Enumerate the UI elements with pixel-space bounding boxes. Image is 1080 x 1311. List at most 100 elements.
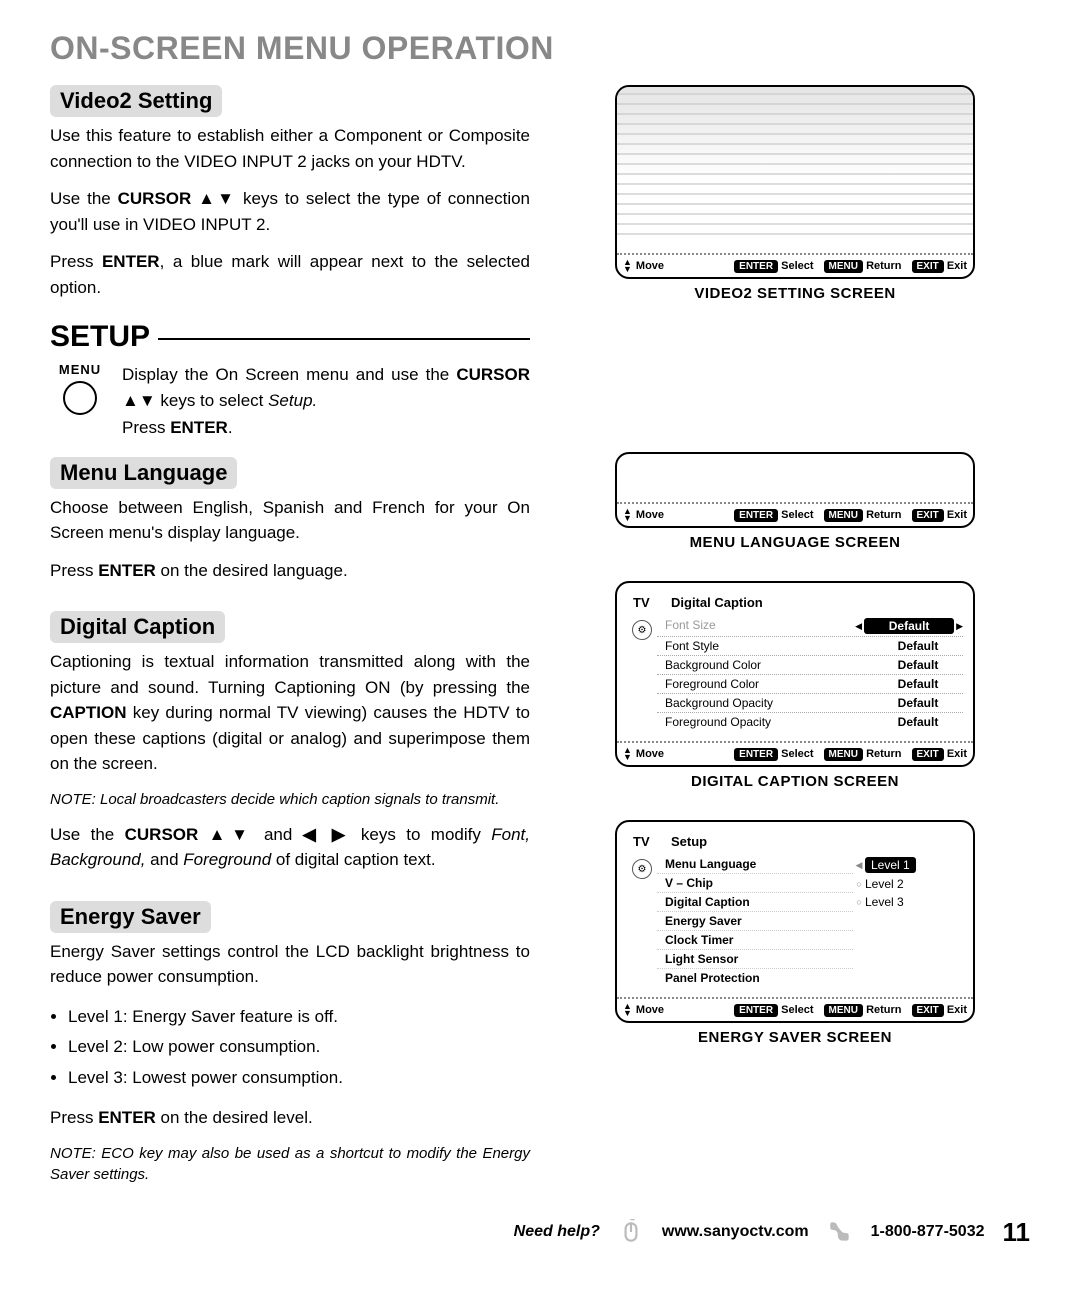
- text: keys to modify: [351, 825, 492, 844]
- enter-key: ENTER: [734, 1004, 778, 1017]
- dc-heading: Digital Caption: [50, 611, 225, 643]
- arrow-left-icon: ◀: [855, 621, 862, 632]
- es-option-label: Level 2: [865, 877, 904, 891]
- footer-phone: 1-800-877-5032: [871, 1223, 985, 1241]
- text-bold: ◀ ▶: [303, 825, 351, 844]
- setup-heading: SETUP: [50, 320, 530, 354]
- menu-key: MENU: [824, 509, 863, 522]
- move-label: Move: [636, 748, 664, 760]
- page-number: 11: [1003, 1217, 1031, 1248]
- es-b2: Level 2: Low power consumption.: [68, 1032, 530, 1063]
- video2-screen: ▲▼ Move ENTER Select MENU Return EXIT Ex…: [560, 85, 1030, 302]
- footer: Need help? www.sanyoctv.com 1-800-877-50…: [50, 1217, 1030, 1248]
- arrow-right-icon: ▶: [956, 621, 963, 632]
- select-label: Select: [781, 1004, 813, 1016]
- menulang-p2: Press ENTER on the desired language.: [50, 558, 530, 584]
- es-menu-item: Energy Saver: [657, 912, 853, 931]
- text-bold: CURSOR ▲▼: [118, 189, 237, 208]
- text: Use the: [50, 189, 118, 208]
- video2-caption: VIDEO2 SETTING SCREEN: [560, 285, 1030, 302]
- text: Display the On Screen menu and use the: [122, 365, 456, 384]
- text-bold: ENTER: [98, 1108, 156, 1127]
- return-label: Return: [866, 748, 901, 760]
- settings-icon: ⚙: [632, 620, 652, 640]
- exit-label: Exit: [947, 509, 967, 521]
- es-p1: Energy Saver settings control the LCD ba…: [50, 939, 530, 990]
- es-b1: Level 1: Energy Saver feature is off.: [68, 1002, 530, 1033]
- dc-p1: Captioning is textual information transm…: [50, 649, 530, 777]
- setup-heading-text: SETUP: [50, 320, 150, 354]
- footer-url: www.sanyoctv.com: [662, 1223, 809, 1241]
- page-title: ON-SCREEN MENU OPERATION: [50, 30, 1030, 67]
- es-menu-item: Panel Protection: [657, 969, 853, 987]
- bullet-icon: ◀: [853, 860, 865, 871]
- es-screen: TV Setup ⚙ Menu LanguageV – ChipDigital …: [560, 820, 1030, 1046]
- dc-row-label: Foreground Opacity: [657, 715, 873, 729]
- dc-row-value: Default: [864, 618, 954, 634]
- es-caption: ENERGY SAVER SCREEN: [560, 1029, 1030, 1046]
- text: .: [228, 418, 233, 437]
- move-label: Move: [636, 509, 664, 521]
- enter-key: ENTER: [734, 509, 778, 522]
- return-label: Return: [866, 260, 901, 272]
- setup-p2: Press ENTER.: [122, 415, 530, 441]
- dc-row: Background ColorDefault: [657, 656, 963, 675]
- dc-row-value: Default: [873, 696, 963, 710]
- text-bold: CAPTION: [50, 703, 127, 722]
- text-italic: Foreground: [183, 850, 271, 869]
- dc-row-label: Background Opacity: [657, 696, 873, 710]
- menulang-screen: ▲▼ Move ENTER Select MENU Return EXIT Ex…: [560, 452, 1030, 551]
- circle-icon: [63, 381, 97, 415]
- text: Press: [50, 1108, 98, 1127]
- text: and: [254, 825, 303, 844]
- text: Use the: [50, 825, 125, 844]
- dc-row: Background OpacityDefault: [657, 694, 963, 713]
- es-menu-item: V – Chip: [657, 874, 853, 893]
- text: and: [145, 850, 183, 869]
- return-label: Return: [866, 509, 901, 521]
- dc-row: Font Size◀Default▶: [657, 616, 963, 637]
- dc-row-value: Default: [873, 639, 963, 653]
- text: of digital caption text.: [271, 850, 435, 869]
- video2-heading: Video2 Setting: [50, 85, 222, 117]
- dc-row-label: Background Color: [657, 658, 873, 672]
- exit-key: EXIT: [912, 509, 944, 522]
- menulang-caption: MENU LANGUAGE SCREEN: [560, 534, 1030, 551]
- helpbar: ▲▼ Move ENTER Select MENU Return EXIT Ex…: [617, 997, 973, 1021]
- helpbar: ▲▼ Move ENTER Select MENU Return EXIT Ex…: [617, 253, 973, 277]
- dc-title: Digital Caption: [671, 595, 763, 610]
- text-bold: CURSOR ▲▼: [125, 825, 254, 844]
- es-option-label: Level 1: [865, 857, 916, 873]
- exit-label: Exit: [947, 1004, 967, 1016]
- es-option: ◀Level 1: [853, 855, 963, 875]
- settings-icon: ⚙: [632, 859, 652, 879]
- exit-key: EXIT: [912, 260, 944, 273]
- exit-label: Exit: [947, 260, 967, 272]
- exit-key: EXIT: [912, 748, 944, 761]
- es-bullets: Level 1: Energy Saver feature is off. Le…: [68, 1002, 530, 1094]
- blurred-preview-image: [615, 85, 975, 243]
- es-heading: Energy Saver: [50, 901, 211, 933]
- dc-p2: Use the CURSOR ▲▼ and ◀ ▶ keys to modify…: [50, 822, 530, 873]
- move-label: Move: [636, 260, 664, 272]
- es-menu-item: Light Sensor: [657, 950, 853, 969]
- dc-row-value: Default: [873, 658, 963, 672]
- dc-row-value: Default: [873, 677, 963, 691]
- select-label: Select: [781, 260, 813, 272]
- menu-button-icon: MENU: [50, 362, 110, 415]
- dc-row: Foreground ColorDefault: [657, 675, 963, 694]
- es-note: NOTE: ECO key may also be used as a shor…: [50, 1143, 530, 1185]
- menu-label: MENU: [50, 362, 110, 377]
- setup-p1: Display the On Screen menu and use the C…: [122, 362, 530, 413]
- dc-row-value: Default: [873, 715, 963, 729]
- side-icons: ⚙: [627, 616, 657, 731]
- video2-p2: Use the CURSOR ▲▼ keys to select the typ…: [50, 186, 530, 237]
- dc-row: Font StyleDefault: [657, 637, 963, 656]
- move-label: Move: [636, 1004, 664, 1016]
- bullet-icon: ○: [853, 879, 865, 889]
- es-menu-item: Digital Caption: [657, 893, 853, 912]
- text: Captioning is textual information transm…: [50, 652, 530, 697]
- menu-key: MENU: [824, 1004, 863, 1017]
- es-option: ○Level 2: [853, 875, 963, 893]
- es-option: ○Level 3: [853, 893, 963, 911]
